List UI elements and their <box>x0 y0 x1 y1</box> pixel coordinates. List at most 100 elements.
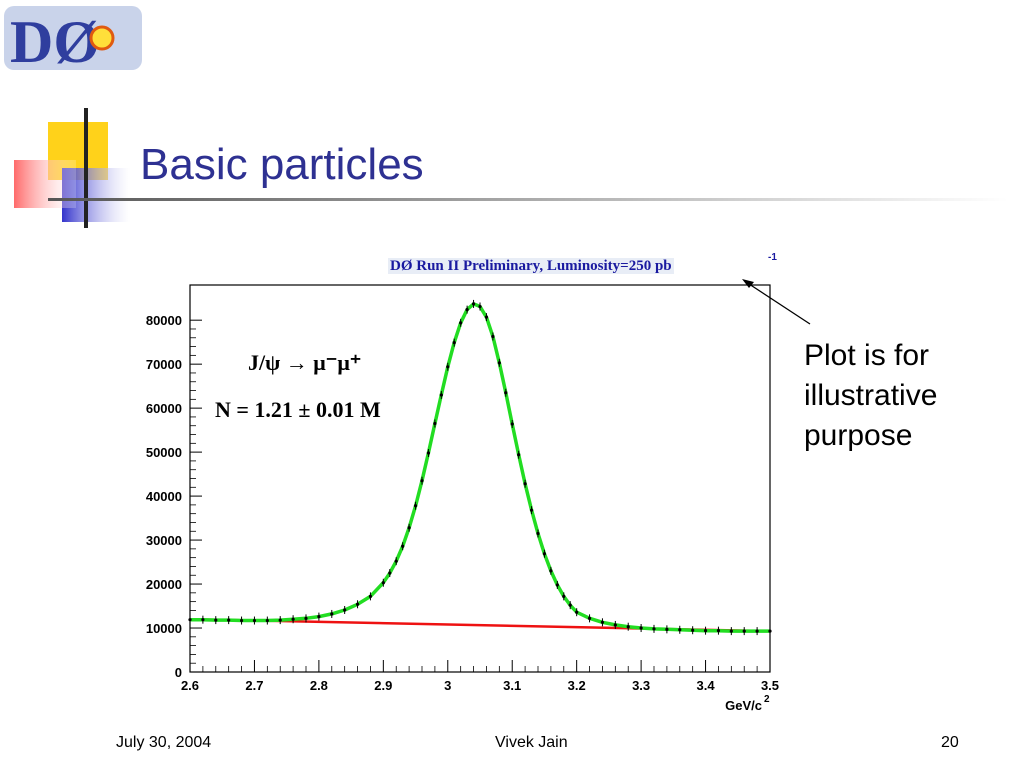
data-point <box>465 308 469 312</box>
data-point <box>517 453 521 457</box>
annotation-note: Plot is for illustrative purpose <box>804 336 1014 456</box>
y-tick-label: 40000 <box>146 489 182 504</box>
data-point <box>529 508 534 512</box>
data-point <box>613 623 617 627</box>
data-point <box>575 610 579 614</box>
data-point <box>716 629 721 633</box>
data-point <box>343 608 347 612</box>
y-tick-label: 0 <box>175 665 182 680</box>
x-tick-label: 2.6 <box>181 678 199 693</box>
data-point <box>678 628 682 632</box>
y-tick-label: 50000 <box>146 445 182 460</box>
data-point <box>600 620 605 624</box>
data-point <box>439 393 443 397</box>
data-point <box>555 583 559 587</box>
plot-header: DØ Run II Preliminary, Luminosity=250 pb <box>388 258 674 275</box>
data-point <box>452 341 456 345</box>
data-point <box>691 628 695 632</box>
yield-label: N = 1.21 ± 0.01 M <box>215 397 381 422</box>
data-point <box>459 321 463 325</box>
data-point <box>446 365 450 369</box>
x-tick-label: 3.2 <box>568 678 586 693</box>
y-tick-label: 70000 <box>146 357 182 372</box>
data-point <box>201 618 205 622</box>
data-point <box>317 614 321 619</box>
data-point <box>536 531 540 536</box>
data-point <box>368 594 373 598</box>
data-point <box>401 544 405 548</box>
data-point <box>703 629 708 633</box>
footer-author: Vivek Jain <box>495 734 568 751</box>
data-point <box>330 612 334 616</box>
x-tick-label: 3.1 <box>503 678 521 693</box>
data-point <box>426 451 431 455</box>
plot-header-text: DØ Run II Preliminary, Luminosity=250 pb <box>388 258 674 274</box>
data-point <box>755 629 759 633</box>
data-point <box>413 504 418 508</box>
y-tick-label: 20000 <box>146 577 182 592</box>
data-point <box>484 315 489 319</box>
y-tick-label: 80000 <box>146 313 182 328</box>
slide-title: Basic particles <box>140 140 424 189</box>
data-point <box>265 618 269 623</box>
data-point <box>510 422 514 426</box>
data-point <box>188 618 192 622</box>
footer-page-number: 20 <box>941 734 959 751</box>
data-point <box>394 559 398 563</box>
y-tick-label: 10000 <box>146 621 182 636</box>
plot-header-superscript: -1 <box>768 252 777 263</box>
data-point <box>742 629 746 633</box>
annotation-arrow <box>742 279 811 325</box>
data-point <box>381 581 385 585</box>
data-point <box>278 618 282 622</box>
data-point <box>491 334 495 339</box>
data-point <box>504 391 508 395</box>
annotation-line-3: purpose <box>804 419 913 452</box>
x-tick-label: 2.9 <box>374 678 392 693</box>
data-point <box>304 616 308 620</box>
data-point <box>355 602 360 606</box>
data-point <box>523 482 527 486</box>
data-point <box>652 627 656 631</box>
data-point <box>388 571 392 575</box>
plot-frame <box>189 284 771 673</box>
annotation-line-2: illustrative <box>804 379 938 412</box>
y-tick-label: 30000 <box>146 533 182 548</box>
x-tick-label: 2.8 <box>310 678 328 693</box>
x-axis-label: GeV/c <box>725 698 762 713</box>
data-point <box>768 629 772 633</box>
mass-distribution-chart: 0 10000 20000 30000 40000 50000 60000 70000 8000… <box>146 284 779 713</box>
x-tick-label: 2.7 <box>245 678 263 693</box>
data-point <box>549 569 553 573</box>
data-point <box>497 361 501 365</box>
title-decoration <box>14 108 1008 228</box>
data-point <box>433 421 437 426</box>
y-tick-label: 60000 <box>146 401 182 416</box>
data-point <box>626 625 630 629</box>
x-tick-label: 3 <box>444 678 451 693</box>
data-point <box>291 617 295 621</box>
data-point <box>665 627 669 631</box>
data-point <box>478 304 482 309</box>
data-point <box>214 618 218 622</box>
star-burst-icon <box>89 25 115 51</box>
x-axis-label-superscript: 2 <box>764 694 770 705</box>
footer-date: July 30, 2004 <box>116 734 212 751</box>
data-point <box>252 618 257 623</box>
experiment-logo: DØ <box>4 6 142 74</box>
x-tick-label: 3.4 <box>697 678 716 693</box>
data-point <box>407 526 411 530</box>
decay-label: J/ψ → μ⁻μ⁺ <box>248 350 362 375</box>
data-point <box>239 618 244 623</box>
data-point <box>587 616 592 620</box>
data-point <box>420 479 424 483</box>
data-point <box>471 302 476 306</box>
data-point <box>542 552 547 556</box>
data-point <box>227 618 231 622</box>
data-point <box>639 626 643 630</box>
x-tick-label: 3.5 <box>761 678 779 693</box>
data-point <box>729 629 733 633</box>
x-tick-label: 3.3 <box>632 678 650 693</box>
annotation-line-1: Plot is for <box>804 339 930 372</box>
logo-text: DØ <box>10 9 100 74</box>
